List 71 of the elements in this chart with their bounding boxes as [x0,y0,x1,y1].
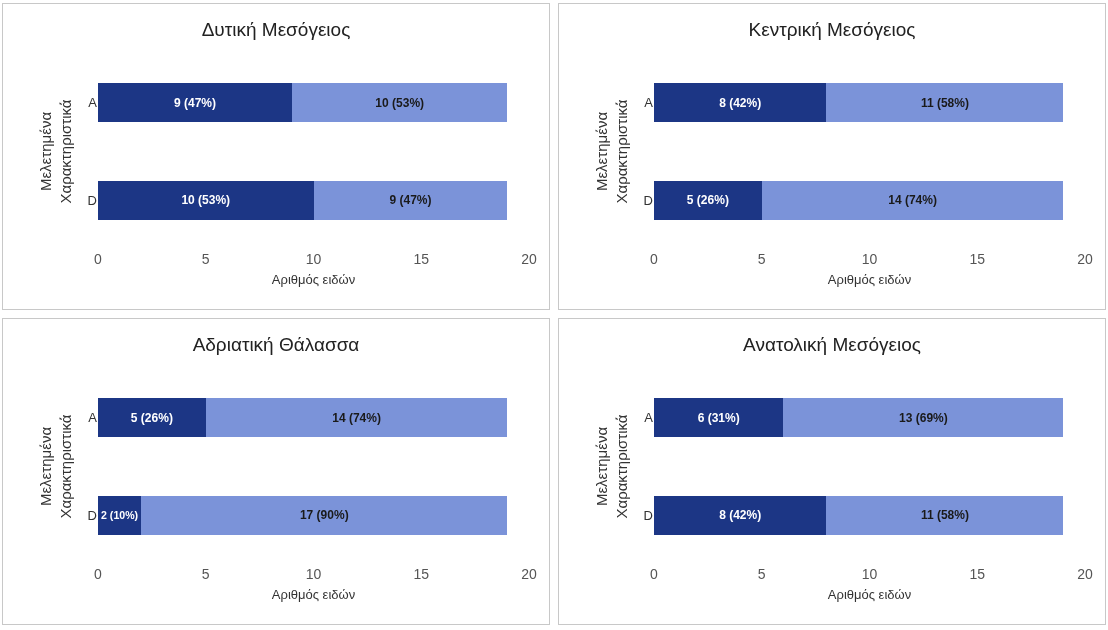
data-label: 10 (53%) [375,95,425,110]
x-axis-title: Αριθμός ειδών [827,271,912,287]
data-label: 8 (42%) [719,508,762,523]
data-label: 10 (53%) [181,193,231,208]
chart-title: Κεντρική Μεσόγειος [748,18,916,40]
data-label: 2 (10%) [101,508,139,521]
chart-title: Δυτική Μεσόγειος [201,18,351,40]
y-tick-label: A [88,410,98,426]
data-label: 17 (90%) [299,508,349,523]
bar [654,180,762,220]
data-label: 9 (47%) [173,95,216,110]
bar [98,83,292,123]
bar [141,495,508,535]
bar [291,83,508,123]
x-tick-label: 10 [305,566,322,582]
x-tick-label: 0 [650,566,659,582]
bar [783,398,1064,438]
x-tick-label: 20 [521,566,537,582]
bar [98,398,206,438]
x-tick-label: 20 [1077,566,1093,582]
x-axis-title: Αριθμός ειδών [271,271,356,287]
y-axis-title: Μελετημένα Χαρακτηριστικά [593,414,630,519]
data-label: 9 (47%) [389,193,432,208]
data-label: 14 (74%) [332,410,381,425]
x-tick-label: 0 [650,251,659,267]
y-tick-label: D [87,192,97,208]
x-tick-label: 15 [413,251,430,267]
y-axis-title: Μελετημένα Χαρακτηριστικά [37,414,74,519]
bar [761,180,1064,220]
bar [826,495,1064,535]
data-label: 5 (26%) [130,410,173,425]
bar [313,180,508,220]
data-label: 6 (31%) [697,410,740,425]
y-tick-label: D [643,192,653,208]
x-tick-label: 10 [861,251,878,267]
x-tick-label: 0 [94,251,103,267]
x-axis-title: Αριθμός ειδών [827,586,912,602]
data-label: 11 (58%) [920,508,969,523]
x-tick-label: 5 [757,251,766,267]
y-tick-label: A [644,95,654,111]
y-tick-label: D [643,507,653,523]
x-tick-label: 5 [201,566,210,582]
bar [654,83,827,123]
chart-title: Αδριατική Θάλασσα [192,333,360,355]
x-tick-label: 0 [94,566,103,582]
x-tick-label: 15 [969,251,986,267]
data-label: 13 (69%) [899,410,948,425]
bar [205,398,508,438]
y-axis-title: Μελετημένα Χαρακτηριστικά [593,99,630,204]
x-tick-label: 10 [861,566,878,582]
x-tick-label: 15 [413,566,430,582]
bar [654,495,827,535]
x-tick-label: 20 [1077,251,1093,267]
x-tick-label: 10 [305,251,322,267]
data-label: 11 (58%) [920,95,969,110]
data-label: 8 (42%) [719,95,762,110]
y-tick-label: D [87,507,97,523]
x-axis-title: Αριθμός ειδών [271,586,356,602]
y-axis-title: Μελετημένα Χαρακτηριστικά [37,99,74,204]
bar [654,398,784,438]
data-label: 5 (26%) [686,193,729,208]
y-tick-label: A [644,410,654,426]
data-label: 14 (74%) [888,193,937,208]
bar [826,83,1064,123]
x-tick-label: 5 [201,251,210,267]
bar [98,180,314,220]
y-tick-label: A [88,95,98,111]
chart-title: Ανατολική Μεσόγειος [743,333,921,355]
x-tick-label: 5 [757,566,766,582]
x-tick-label: 15 [969,566,986,582]
x-tick-label: 20 [521,251,537,267]
